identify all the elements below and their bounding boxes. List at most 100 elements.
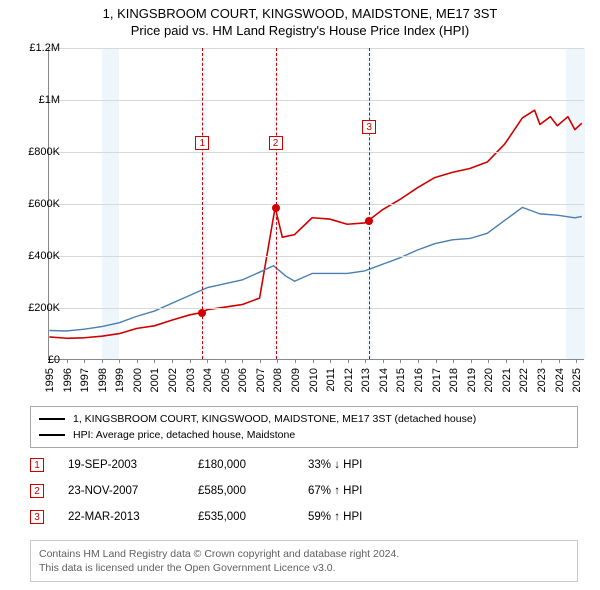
event-price: £535,000 (198, 511, 308, 523)
event-marker-box: 1 (195, 136, 209, 150)
x-axis-label: 2020 (483, 368, 495, 392)
x-axis-label: 1996 (62, 368, 74, 392)
x-tick (313, 359, 314, 363)
x-tick (207, 359, 208, 363)
event-marker-dot (365, 217, 373, 225)
x-tick (365, 359, 366, 363)
x-tick (154, 359, 155, 363)
chart-plot-area: 123 (48, 48, 584, 360)
x-axis-label: 2009 (290, 368, 302, 392)
event-delta: 59% ↑ HPI (308, 511, 362, 523)
x-tick (225, 359, 226, 363)
x-axis-label: 2023 (536, 368, 548, 392)
y-axis-label: £800K (16, 146, 60, 158)
x-tick (400, 359, 401, 363)
x-axis-label: 1999 (114, 368, 126, 392)
event-marker-line (369, 48, 370, 359)
x-axis-label: 2011 (325, 368, 337, 392)
x-tick (119, 359, 120, 363)
gridline (49, 308, 584, 309)
x-axis-label: 2006 (237, 368, 249, 392)
event-date: 23-NOV-2007 (68, 485, 198, 497)
x-axis-label: 2004 (202, 368, 214, 392)
legend-row: 1, KINGSBROOM COURT, KINGSWOOD, MAIDSTON… (39, 411, 569, 427)
x-tick (260, 359, 261, 363)
series-hpi (49, 207, 581, 331)
x-axis-label: 2008 (272, 368, 284, 392)
event-delta: 33% ↓ HPI (308, 459, 362, 471)
x-axis-label: 2021 (501, 368, 513, 392)
y-axis-label: £1.2M (16, 42, 60, 54)
x-axis-label: 2025 (571, 368, 583, 392)
series-price_paid (49, 110, 581, 338)
event-row: 2 23-NOV-2007 £585,000 67% ↑ HPI (30, 478, 362, 504)
legend-box: 1, KINGSBROOM COURT, KINGSWOOD, MAIDSTON… (30, 406, 578, 448)
x-tick (277, 359, 278, 363)
gridline (49, 256, 584, 257)
x-axis-label: 2018 (448, 368, 460, 392)
gridline (49, 48, 584, 49)
event-number-box: 1 (30, 458, 44, 472)
legend-swatch (39, 434, 65, 436)
footer-line-1: Contains HM Land Registry data © Crown c… (39, 547, 569, 561)
event-marker-box: 2 (269, 136, 283, 150)
x-tick (172, 359, 173, 363)
x-axis-label: 2005 (220, 368, 232, 392)
x-axis-label: 1998 (97, 368, 109, 392)
x-axis-label: 2000 (132, 368, 144, 392)
title-line-1: 1, KINGSBROOM COURT, KINGSWOOD, MAIDSTON… (0, 6, 600, 21)
x-tick (541, 359, 542, 363)
x-tick (330, 359, 331, 363)
legend-label: HPI: Average price, detached house, Maid… (73, 429, 295, 441)
y-axis-label: £0 (16, 354, 60, 366)
x-tick (436, 359, 437, 363)
x-tick (67, 359, 68, 363)
x-axis-label: 2013 (360, 368, 372, 392)
event-price: £180,000 (198, 459, 308, 471)
x-axis-label: 2024 (554, 368, 566, 392)
x-axis-label: 2003 (185, 368, 197, 392)
x-axis-label: 2014 (378, 368, 390, 392)
events-table: 1 19-SEP-2003 £180,000 33% ↓ HPI 2 23-NO… (30, 452, 362, 530)
x-tick (576, 359, 577, 363)
y-axis-label: £400K (16, 250, 60, 262)
x-axis-label: 2002 (167, 368, 179, 392)
x-axis-label: 2001 (149, 368, 161, 392)
x-tick (295, 359, 296, 363)
y-axis-label: £1M (16, 94, 60, 106)
event-row: 3 22-MAR-2013 £535,000 59% ↑ HPI (30, 504, 362, 530)
x-tick (383, 359, 384, 363)
x-axis-label: 2015 (395, 368, 407, 392)
footer-attribution: Contains HM Land Registry data © Crown c… (30, 540, 578, 582)
x-tick (506, 359, 507, 363)
gridline (49, 100, 584, 101)
x-axis-label: 2016 (413, 368, 425, 392)
x-axis-label: 2019 (466, 368, 478, 392)
x-tick (418, 359, 419, 363)
event-date: 22-MAR-2013 (68, 511, 198, 523)
x-tick (190, 359, 191, 363)
x-tick (242, 359, 243, 363)
event-number-box: 2 (30, 484, 44, 498)
x-tick (102, 359, 103, 363)
event-marker-dot (198, 309, 206, 317)
gridline (49, 152, 584, 153)
event-date: 19-SEP-2003 (68, 459, 198, 471)
event-number-box: 3 (30, 510, 44, 524)
x-axis-label: 1997 (79, 368, 91, 392)
title-block: 1, KINGSBROOM COURT, KINGSWOOD, MAIDSTON… (0, 0, 600, 38)
y-axis-label: £600K (16, 198, 60, 210)
footer-line-2: This data is licensed under the Open Gov… (39, 561, 569, 575)
x-axis-label: 1995 (44, 368, 56, 392)
x-axis-label: 2022 (518, 368, 530, 392)
x-axis-label: 2010 (308, 368, 320, 392)
event-marker-dot (272, 204, 280, 212)
x-tick (523, 359, 524, 363)
x-tick (137, 359, 138, 363)
x-tick (348, 359, 349, 363)
gridline (49, 204, 584, 205)
legend-row: HPI: Average price, detached house, Maid… (39, 427, 569, 443)
x-axis-label: 2012 (343, 368, 355, 392)
legend-swatch (39, 418, 65, 420)
x-tick (84, 359, 85, 363)
